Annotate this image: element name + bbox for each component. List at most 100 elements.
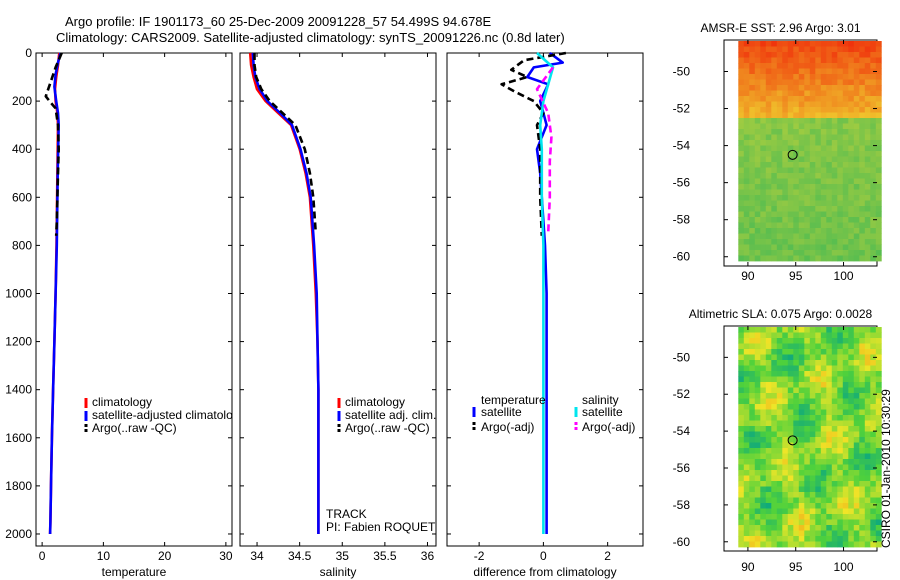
map-cell [870, 365, 877, 372]
map-cell [815, 338, 822, 344]
map-cell [842, 162, 849, 168]
map-cell [782, 239, 789, 245]
map-cell [842, 173, 849, 179]
map-cell [798, 79, 805, 86]
map-cell [864, 497, 871, 504]
map-cell [870, 338, 877, 344]
map-cell [798, 206, 805, 212]
map-cell [749, 360, 756, 366]
map-cell [815, 409, 822, 416]
map-cell [848, 96, 855, 102]
map-cell [842, 409, 849, 416]
map-cell [853, 426, 860, 432]
map-cell [820, 415, 827, 421]
map-cell [793, 184, 800, 190]
map-cell [853, 354, 860, 361]
map-title: Altimetric SLA: 0.075 Argo: 0.0028 [689, 307, 873, 321]
map-cell [793, 195, 800, 201]
map-cell [760, 79, 767, 86]
map-cell [760, 409, 767, 416]
map-cell [782, 459, 789, 465]
map-cell [837, 382, 844, 388]
map-cell [804, 360, 811, 366]
map-cell [760, 239, 767, 245]
map-cell [749, 486, 756, 493]
map-cell [837, 151, 844, 157]
map-cell [771, 140, 778, 146]
map-cell [771, 189, 778, 196]
map-cell [804, 437, 811, 443]
map-cell [776, 448, 783, 454]
pi-label: PI: Fabien ROQUET [326, 520, 436, 534]
map-cell [787, 382, 794, 388]
map-cell [771, 74, 778, 80]
map-cell [754, 46, 761, 53]
map-cell [831, 365, 838, 372]
map-cell [754, 206, 761, 212]
map-cell [754, 415, 761, 421]
map-cell [749, 343, 756, 350]
map-cell [754, 536, 761, 542]
map-cell [787, 101, 794, 108]
map-cell [765, 79, 772, 86]
map-cell [809, 453, 816, 460]
map-cell [820, 541, 827, 548]
map-cell [815, 464, 822, 471]
map-cell [837, 41, 844, 47]
map-cell [787, 338, 794, 344]
map-cell [853, 508, 860, 515]
map-cell [853, 382, 860, 388]
map-cell [815, 233, 822, 240]
map-cell [826, 481, 833, 487]
map-cell [787, 376, 794, 383]
map-cell [771, 437, 778, 443]
map-cell [798, 112, 805, 119]
map-cell [875, 393, 882, 399]
map-cell [760, 404, 767, 410]
map-cell [754, 118, 761, 124]
map-cell [859, 96, 866, 102]
map-cell [760, 525, 767, 531]
map-cell [809, 442, 816, 449]
map-cell [870, 415, 877, 421]
map-cell [798, 525, 805, 531]
map-cell [859, 52, 866, 58]
map-cell [782, 107, 789, 113]
map-cell [864, 85, 871, 91]
map-cell [859, 393, 866, 399]
map-cell [782, 140, 789, 146]
map-cell [749, 107, 756, 113]
map-cell [848, 167, 855, 174]
map-cell [875, 134, 882, 141]
map-cell [749, 514, 756, 520]
map-cell [831, 101, 838, 108]
map-cell [848, 46, 855, 53]
map-cell [809, 63, 816, 69]
map-cell [771, 508, 778, 515]
map-cell [798, 52, 805, 58]
map-cell [754, 338, 761, 344]
map-cell [853, 530, 860, 537]
map-cell [815, 239, 822, 245]
map-cell [776, 57, 783, 64]
map-cell [826, 255, 833, 262]
map-cell [820, 118, 827, 124]
map-cell [782, 475, 789, 482]
map-cell [765, 217, 772, 223]
map-title: AMSR-E SST: 2.96 Argo: 3.01 [700, 21, 860, 35]
map-cell [859, 101, 866, 108]
map-cell [749, 239, 756, 245]
map-cell [831, 393, 838, 399]
map-cell [853, 415, 860, 421]
map-cell [787, 162, 794, 168]
map-cell [765, 195, 772, 201]
map-cell [743, 497, 750, 504]
map-cell [798, 156, 805, 163]
map-cell [842, 211, 849, 218]
map-cell [776, 189, 783, 196]
map-cell [804, 409, 811, 416]
map-cell [826, 184, 833, 190]
map-cell [875, 162, 882, 168]
map-cell [743, 178, 750, 185]
map-cell [771, 376, 778, 383]
